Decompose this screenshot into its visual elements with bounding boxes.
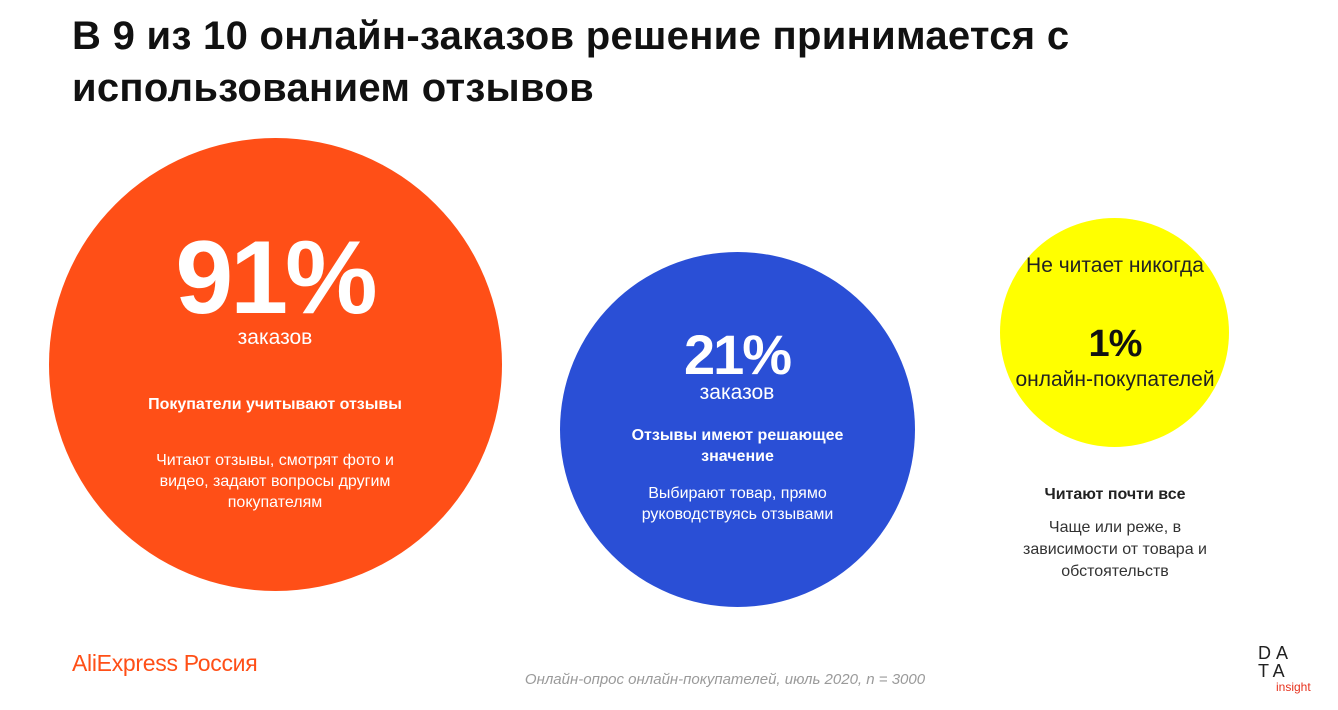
- data-insight-line1: DA: [1258, 643, 1294, 663]
- yellow-description: Чаще или реже, в зависимости от товара и…: [1023, 519, 1207, 580]
- blue-heading: Отзывы имеют решающее значение: [631, 427, 844, 465]
- yellow-heading: Читают почти все: [1044, 486, 1186, 503]
- orange-heading: Покупатели учитывают отзывы: [148, 396, 402, 413]
- yellow-bottom-text: онлайн-покупателей: [1015, 368, 1215, 391]
- data-insight-sub: insight: [1276, 680, 1311, 694]
- orange-circle: [49, 138, 502, 591]
- data-insight-logo: DA TA insight: [1256, 642, 1326, 698]
- yellow-top-text: Не читает никогда: [1026, 254, 1204, 277]
- page-title: В 9 из 10 онлайн-заказов решение принима…: [72, 14, 1070, 110]
- yellow-percent: 1%: [1088, 323, 1143, 365]
- orange-description: Читают отзывы, смотрят фото и видео, зад…: [156, 452, 394, 511]
- aliexpress-logo: AliExpress Россия: [72, 650, 258, 676]
- orange-percent: 91%: [175, 220, 377, 336]
- source-note: Онлайн-опрос онлайн-покупателей, июль 20…: [524, 671, 926, 688]
- blue-unit: заказов: [699, 381, 775, 404]
- blue-description: Выбирают товар, прямо руководствуясь отз…: [641, 485, 834, 523]
- orange-unit: заказов: [237, 326, 313, 349]
- blue-circle: [560, 252, 915, 607]
- yellow-circle: [1000, 218, 1229, 447]
- data-insight-line2: TA: [1258, 661, 1290, 681]
- blue-percent: 21%: [683, 323, 792, 386]
